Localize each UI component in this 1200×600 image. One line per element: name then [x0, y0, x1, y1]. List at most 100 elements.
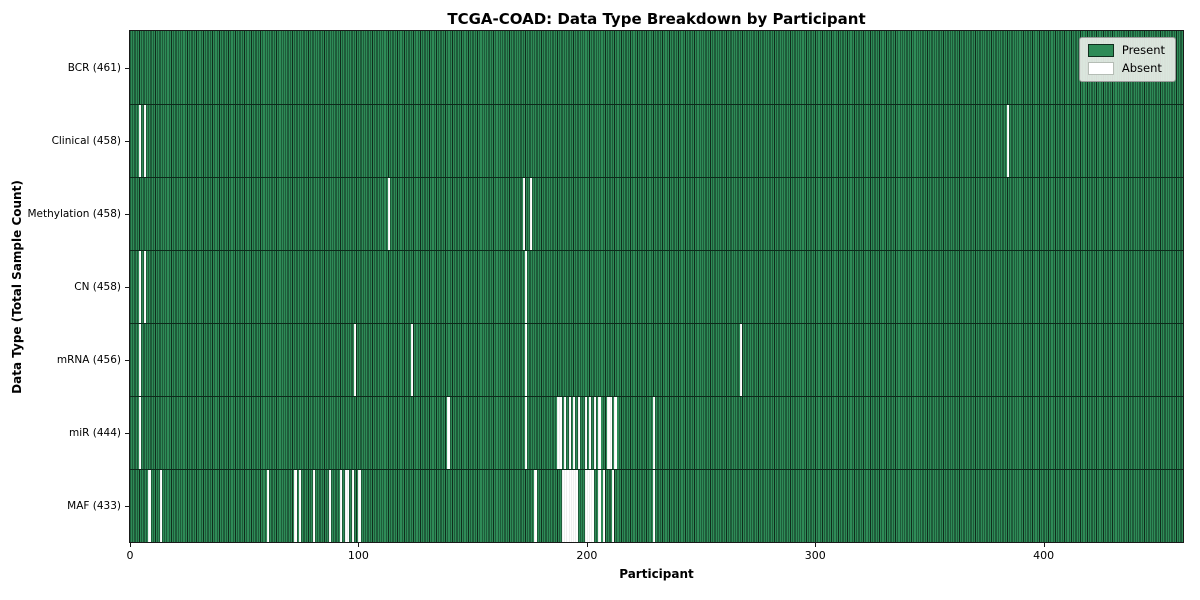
absent-mark — [602, 470, 606, 542]
absent-swatch — [1087, 62, 1114, 75]
absent-mark — [561, 470, 564, 542]
absent-mark — [570, 470, 574, 542]
heatmap-row-cn — [130, 250, 1183, 323]
absent-mark — [575, 470, 578, 542]
x-tick-mark — [1043, 543, 1045, 547]
y-tick-label: Methylation (458) — [27, 207, 121, 220]
legend-label-absent: Absent — [1121, 61, 1162, 75]
plot-area: Present Absent — [129, 30, 1184, 543]
absent-mark — [346, 470, 350, 542]
absent-mark — [534, 470, 537, 542]
present-swatch — [1087, 44, 1114, 57]
legend-item-present: Present — [1087, 43, 1165, 57]
heatmap-row-clinical — [130, 104, 1183, 177]
x-tick-label: 200 — [576, 549, 598, 562]
absent-mark — [589, 397, 592, 469]
heatmap-row-methylation — [130, 177, 1183, 250]
absent-mark — [566, 470, 569, 542]
absent-mark — [586, 470, 590, 542]
absent-mark — [344, 470, 347, 542]
x-tick-label: 100 — [347, 549, 369, 562]
absent-mark — [139, 105, 142, 177]
absent-mark — [584, 397, 587, 469]
y-tick-label: Clinical (458) — [51, 134, 121, 147]
heatmap-row-maf — [130, 469, 1183, 542]
absent-mark — [598, 397, 601, 469]
chart-title: TCGA-COAD: Data Type Breakdown by Partic… — [447, 10, 866, 28]
absent-mark — [299, 470, 302, 542]
heatmap-row-bcr — [130, 31, 1183, 104]
absent-mark — [573, 470, 576, 542]
absent-mark — [609, 397, 612, 469]
absent-mark — [568, 470, 571, 542]
x-tick-label: 0 — [126, 549, 134, 562]
y-tick-label: BCR (461) — [67, 61, 121, 74]
absent-mark — [589, 470, 592, 542]
y-tick-label: miR (444) — [68, 426, 121, 439]
absent-mark — [557, 397, 560, 469]
absent-mark — [139, 397, 142, 469]
y-tick-mark — [125, 140, 129, 142]
absent-mark — [568, 397, 571, 469]
absent-mark — [653, 397, 656, 469]
y-tick-label: mRNA (456) — [56, 353, 121, 366]
y-tick-label: MAF (433) — [67, 499, 121, 512]
absent-mark — [340, 470, 343, 542]
heatmap-row-mir — [130, 396, 1183, 469]
absent-mark — [593, 397, 596, 469]
absent-mark — [328, 470, 331, 542]
x-tick-label: 400 — [1033, 549, 1055, 562]
x-tick-mark — [815, 543, 817, 547]
x-tick-mark — [586, 543, 588, 547]
absent-mark — [611, 470, 615, 542]
absent-mark — [1007, 105, 1010, 177]
absent-mark — [614, 397, 617, 469]
absent-mark — [159, 470, 162, 542]
y-tick-mark — [125, 213, 129, 215]
absent-mark — [353, 324, 357, 396]
absent-mark — [529, 178, 532, 250]
absent-mark — [573, 397, 576, 469]
legend: Present Absent — [1078, 37, 1176, 82]
absent-mark — [591, 470, 594, 542]
absent-mark — [653, 470, 656, 542]
absent-mark — [358, 470, 361, 542]
absent-mark — [563, 397, 567, 469]
absent-mark — [577, 397, 580, 469]
absent-mark — [139, 324, 142, 396]
y-tick-label: CN (458) — [74, 280, 121, 293]
absent-mark — [312, 470, 315, 542]
y-tick-mark — [125, 359, 129, 361]
absent-mark — [447, 397, 450, 469]
absent-mark — [143, 251, 146, 323]
x-tick-mark — [130, 543, 131, 547]
absent-mark — [607, 397, 610, 469]
absent-mark — [525, 324, 528, 396]
absent-mark — [525, 251, 528, 323]
absent-mark — [598, 470, 601, 542]
absent-mark — [294, 470, 297, 542]
x-axis-label: Participant — [619, 567, 694, 581]
y-tick-mark — [125, 432, 129, 434]
absent-mark — [522, 178, 526, 250]
x-tick-label: 300 — [804, 549, 826, 562]
legend-label-present: Present — [1121, 43, 1165, 57]
absent-mark — [563, 470, 567, 542]
y-tick-mark — [125, 286, 129, 288]
y-tick-mark — [125, 505, 129, 507]
absent-mark — [388, 178, 391, 250]
absent-mark — [351, 470, 354, 542]
y-tick-mark — [125, 67, 129, 69]
absent-mark — [559, 397, 562, 469]
absent-mark — [410, 324, 414, 396]
absent-mark — [584, 470, 587, 542]
x-tick-mark — [358, 543, 360, 547]
absent-mark — [143, 105, 146, 177]
absent-mark — [139, 251, 142, 323]
absent-mark — [267, 470, 270, 542]
absent-mark — [739, 324, 743, 396]
absent-mark — [525, 397, 528, 469]
legend-item-absent: Absent — [1087, 61, 1165, 75]
absent-mark — [148, 470, 151, 542]
